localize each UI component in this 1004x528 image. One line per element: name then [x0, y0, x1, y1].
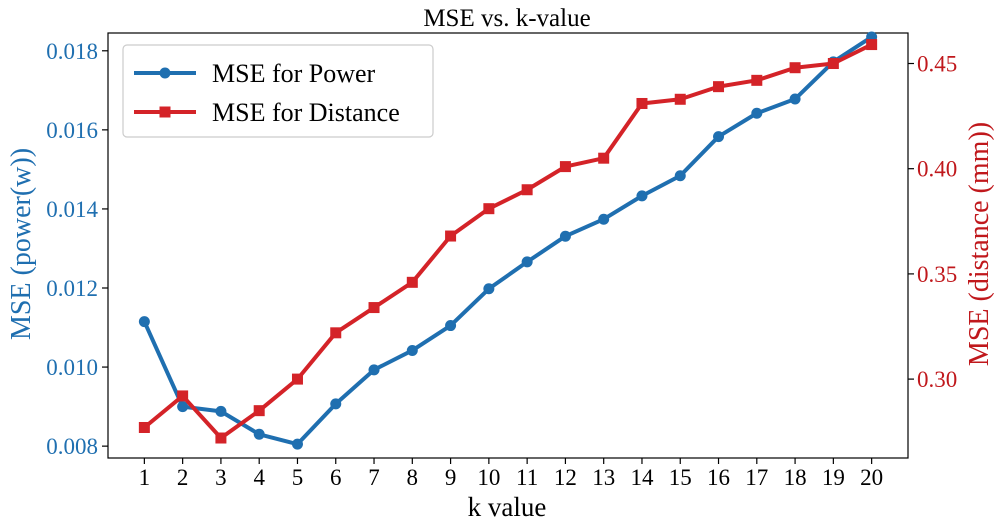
x-tick-label: 9	[445, 465, 457, 490]
data-point-square	[215, 432, 227, 444]
data-point-square	[253, 405, 265, 417]
x-tick-label: 2	[177, 465, 189, 490]
series-power	[138, 31, 878, 450]
data-point-square	[291, 373, 303, 385]
data-point-circle	[215, 405, 227, 417]
right-y-tick-label: 0.40	[917, 157, 957, 182]
data-point-square	[559, 161, 571, 173]
data-point-circle	[598, 213, 610, 225]
x-tick-label: 5	[292, 465, 304, 490]
legend-marker-square	[159, 106, 171, 118]
legend-label: MSE for Power	[212, 59, 376, 88]
data-point-square	[866, 39, 878, 51]
data-point-circle	[406, 344, 418, 356]
data-point-circle	[330, 398, 342, 410]
data-point-circle	[291, 438, 303, 450]
left-y-tick-label: 0.010	[46, 355, 98, 380]
x-tick-label: 4	[253, 465, 265, 490]
data-point-square	[827, 58, 839, 70]
data-point-circle	[636, 190, 648, 202]
data-point-circle	[713, 131, 725, 143]
x-tick-label: 1	[139, 465, 151, 490]
legend-marker-circle	[159, 67, 171, 79]
data-point-circle	[483, 283, 495, 295]
series-distance	[138, 39, 878, 444]
x-tick-label: 12	[554, 465, 577, 490]
right-y-tick-label: 0.35	[917, 262, 957, 287]
right-y-tick-label: 0.45	[917, 52, 957, 77]
left-y-tick-label: 0.018	[46, 39, 98, 64]
data-point-square	[177, 390, 189, 402]
x-tick-label: 8	[407, 465, 419, 490]
left-y-tick-label: 0.008	[46, 434, 98, 459]
series-line	[143, 42, 873, 441]
data-point-square	[138, 421, 150, 433]
x-tick-label: 15	[669, 465, 692, 490]
left-y-axis-label: MSE (power(w))	[6, 148, 37, 340]
data-point-circle	[789, 93, 801, 105]
left-y-tick-label: 0.014	[46, 197, 98, 222]
data-point-square	[751, 74, 763, 86]
data-point-circle	[559, 230, 571, 242]
x-tick-label: 7	[368, 465, 380, 490]
data-point-square	[483, 203, 495, 215]
chart-title: MSE vs. k-value	[423, 5, 590, 32]
series-layer	[138, 31, 878, 450]
x-tick-label: 19	[822, 465, 845, 490]
data-point-circle	[674, 170, 686, 182]
x-axis-label: k value	[468, 492, 547, 522]
data-point-circle	[177, 401, 189, 413]
legend-box	[122, 44, 434, 138]
x-tick-label: 10	[477, 465, 500, 490]
plot-frame	[107, 32, 909, 459]
x-tick-label: 17	[745, 465, 768, 490]
x-tick-label: 3	[215, 465, 227, 490]
legend-label: MSE for Distance	[212, 98, 400, 127]
series-line	[142, 35, 873, 447]
data-point-circle	[368, 364, 380, 376]
data-point-circle	[253, 428, 265, 440]
data-point-circle	[138, 316, 150, 328]
x-tick-label: 16	[707, 465, 730, 490]
data-point-square	[406, 276, 418, 288]
right-y-tick-label: 0.30	[917, 367, 957, 392]
data-point-circle	[521, 256, 533, 268]
x-tick-label: 18	[784, 465, 807, 490]
data-point-square	[330, 327, 342, 339]
data-point-square	[521, 184, 533, 196]
x-tick-label: 6	[330, 465, 342, 490]
data-point-circle	[445, 320, 457, 332]
x-tick-label: 20	[860, 465, 883, 490]
right-y-axis-label: MSE (distance (mm))	[964, 122, 995, 366]
left-y-tick-label: 0.016	[46, 118, 98, 143]
data-point-square	[598, 152, 610, 164]
x-tick-label: 11	[516, 465, 538, 490]
x-tick-label: 13	[592, 465, 615, 490]
data-point-square	[368, 302, 380, 314]
data-point-square	[789, 62, 801, 74]
data-point-square	[674, 93, 686, 105]
data-point-square	[713, 81, 725, 93]
data-point-square	[636, 97, 648, 109]
data-point-circle	[751, 107, 763, 119]
data-point-square	[445, 230, 457, 242]
legend: MSE for Power MSE for Distance	[122, 44, 434, 138]
x-tick-label: 14	[630, 465, 654, 490]
axes-group: 1 2 3 4 5 6 7 8 9 10 11 12 13 14 15 16 17 18 19 200.0080.01…	[46, 32, 957, 490]
left-y-tick-label: 0.012	[46, 276, 98, 301]
